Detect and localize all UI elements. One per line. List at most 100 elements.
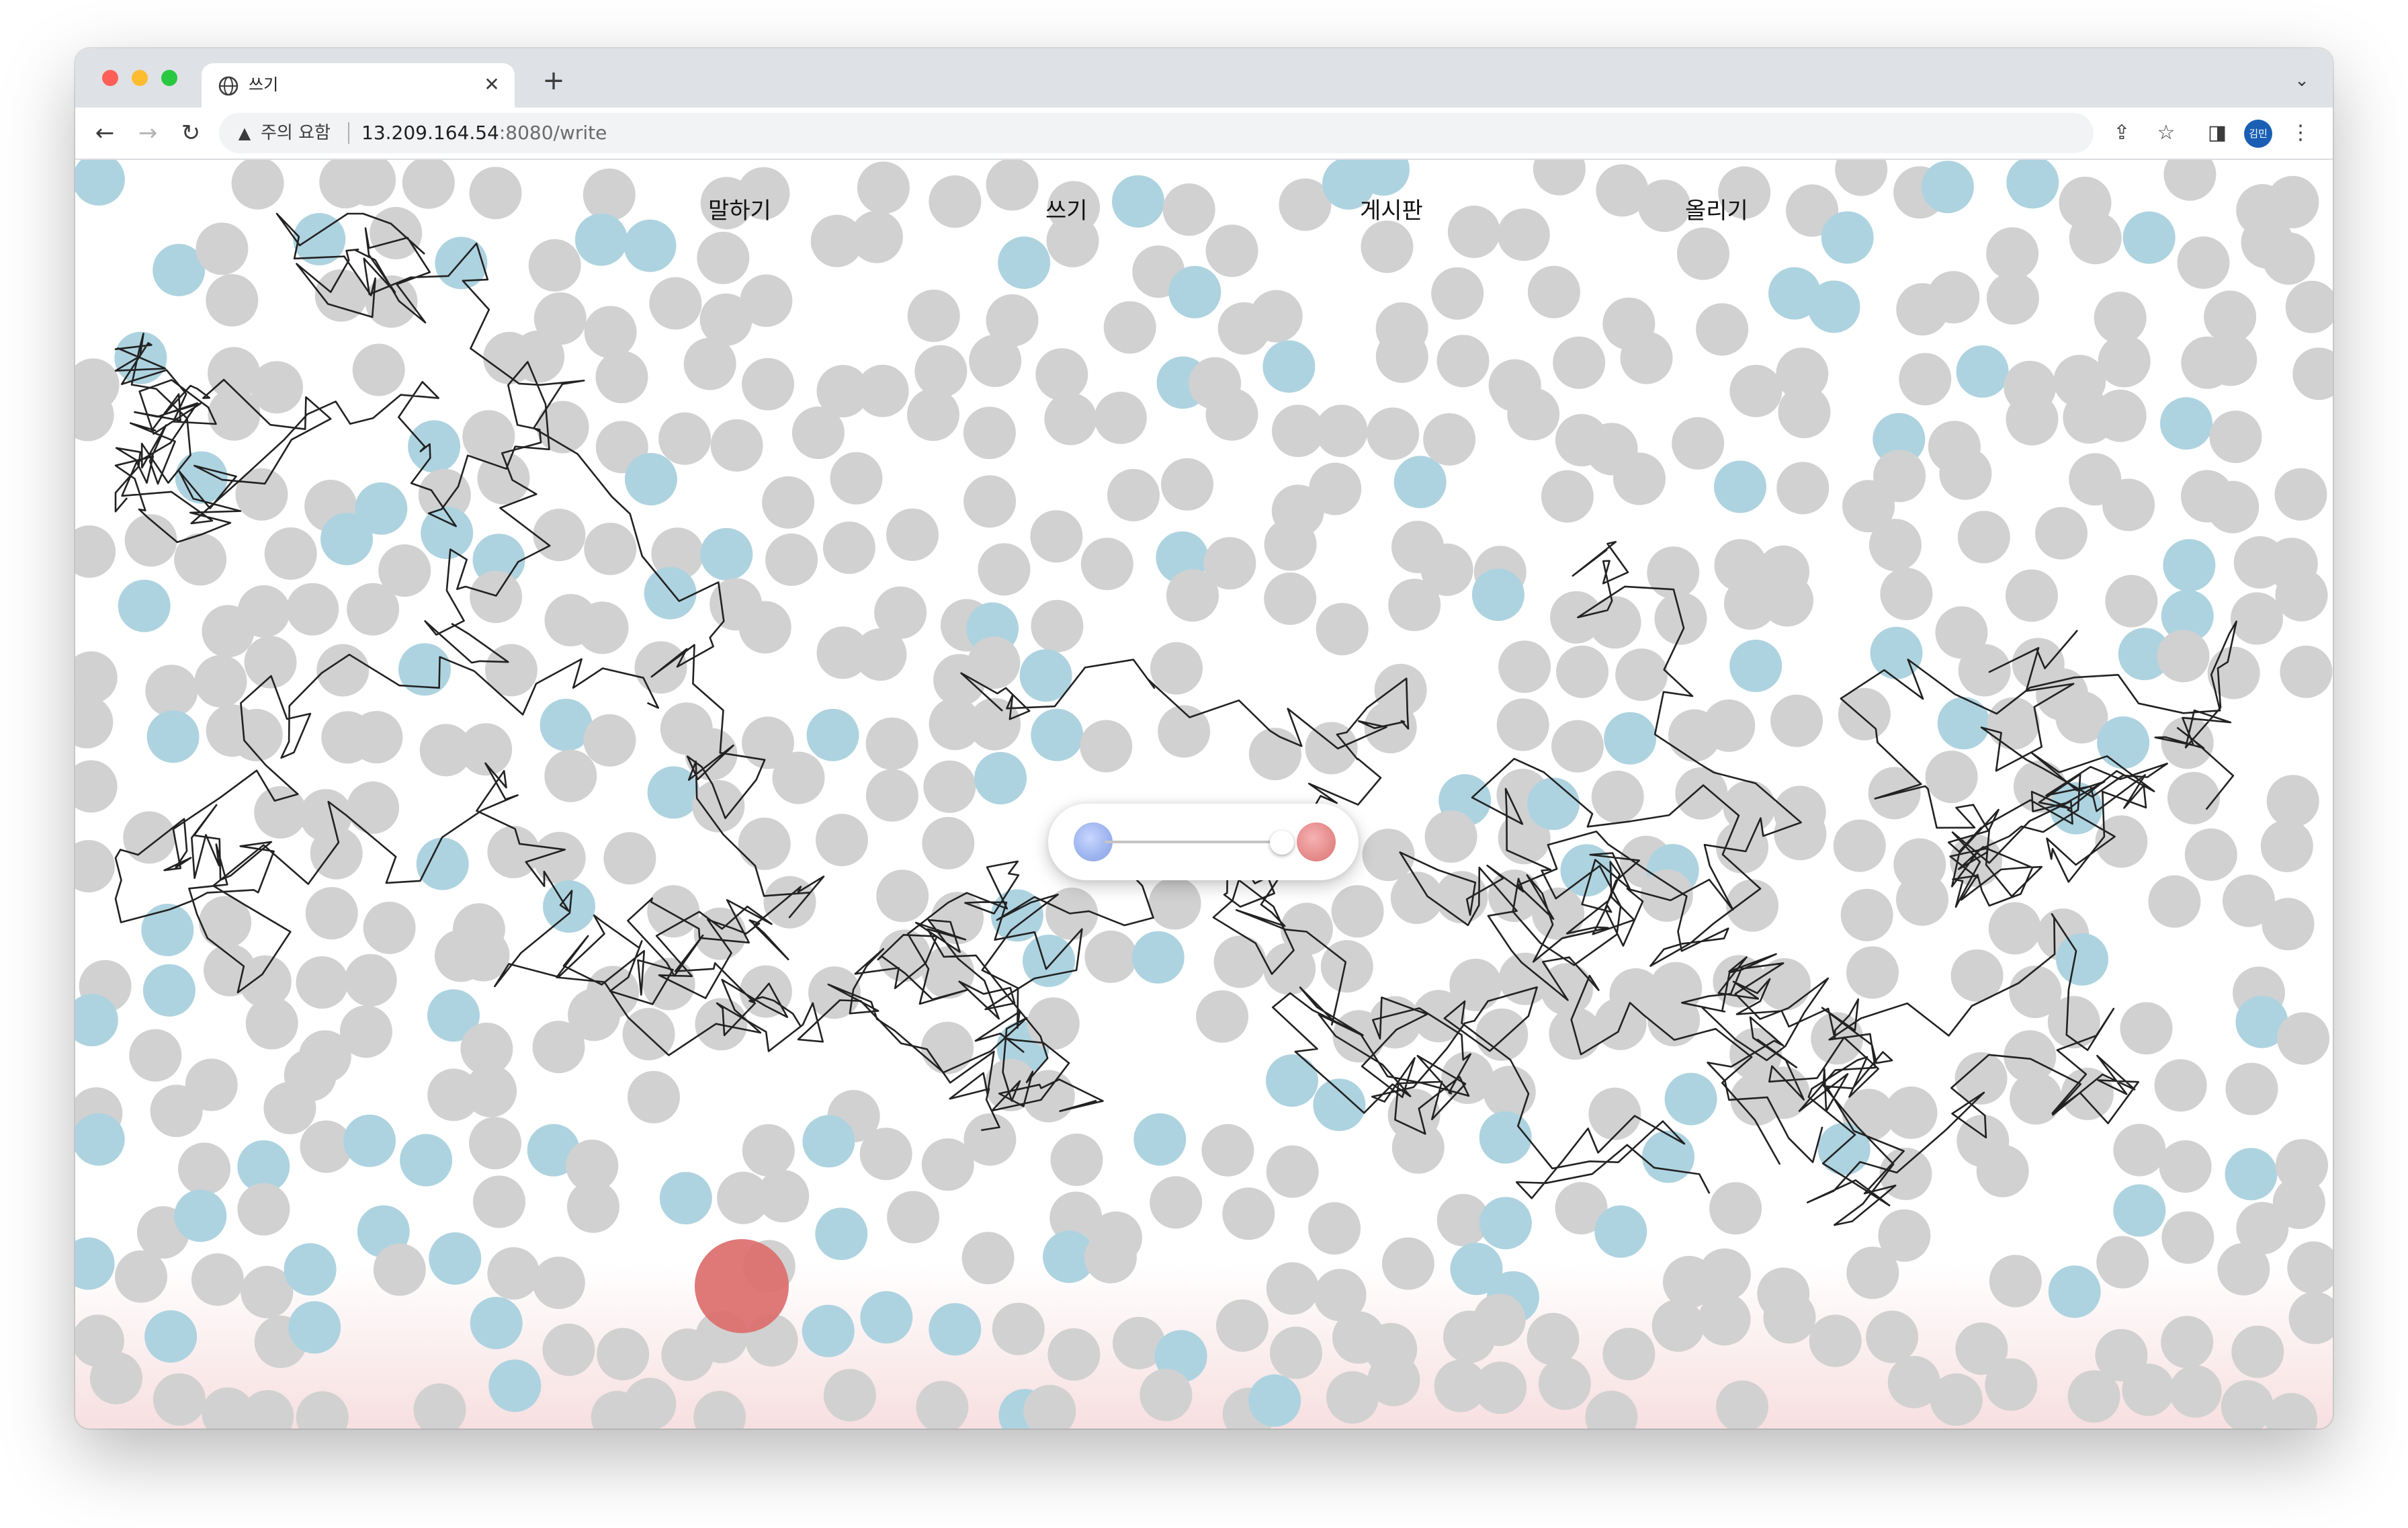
particle-dot [2160, 397, 2212, 450]
particle-dot [929, 697, 982, 751]
nav-write[interactable]: 쓰기 [1045, 198, 1088, 224]
particle-dot [1483, 1066, 1536, 1119]
chevron-down-icon[interactable]: ⌄ [2294, 71, 2309, 91]
minimize-window-button[interactable] [132, 70, 148, 86]
particle-dot [1642, 1130, 1694, 1183]
back-arrow-icon[interactable]: ← [95, 120, 115, 146]
particle-trail [960, 659, 1711, 1199]
particle-dot [416, 837, 469, 890]
particle-dot [1602, 1328, 1656, 1381]
particle-dot [2118, 628, 2171, 681]
particle-dot [2235, 995, 2288, 1048]
share-icon[interactable]: ⇪ [2113, 121, 2131, 144]
warning-icon[interactable]: ▲ [238, 124, 251, 142]
particle-dot [742, 1124, 795, 1177]
particle-dot [634, 641, 687, 694]
particle-dot [986, 160, 1039, 211]
particle-dot [566, 1140, 619, 1192]
reload-icon[interactable]: ↻ [181, 120, 201, 146]
particle-dot [1388, 579, 1441, 632]
slider-thumb[interactable] [1270, 831, 1295, 855]
particle-dot [856, 364, 909, 417]
particle-dot [1937, 697, 1990, 750]
particle-dot [772, 751, 825, 804]
plus-icon[interactable]: + [542, 65, 565, 96]
nav-speak[interactable]: 말하기 [708, 198, 771, 224]
particle-dot [2067, 1370, 2120, 1423]
particle-dot [1709, 1182, 1762, 1235]
particle-dot [2035, 507, 2088, 560]
particle-dot [1080, 720, 1133, 773]
particle-dot [2280, 645, 2333, 698]
particle-dot [1270, 1326, 1322, 1380]
slider-track[interactable] [1105, 841, 1291, 843]
particle-dot [2098, 335, 2151, 388]
particle-dot [208, 347, 260, 400]
particle-dot [1266, 1054, 1318, 1107]
tab-write[interactable]: 쓰기 ✕ [202, 63, 515, 108]
particle-dot [1716, 1380, 1768, 1429]
particle-dot [231, 160, 284, 210]
particle-dot [1479, 1111, 1532, 1164]
particle-dot [1807, 280, 1860, 333]
nav-upload[interactable]: 올리기 [1685, 198, 1748, 224]
particle-dot [1019, 649, 1072, 702]
particle-dot [1434, 1359, 1487, 1412]
particle-dot [241, 1265, 294, 1318]
particle-dot [1675, 767, 1728, 820]
security-label[interactable]: 주의 요함 [261, 123, 331, 143]
particle-dot [1248, 1374, 1301, 1427]
particle-dot [1266, 1262, 1319, 1315]
particle-trail [114, 653, 802, 1056]
particle-dot [860, 1291, 913, 1344]
particle-dot [418, 468, 471, 521]
particle-dot [1263, 942, 1316, 995]
particle-dot [2048, 1265, 2101, 1318]
particle-dot [75, 1113, 125, 1166]
url-text[interactable]: 13.209.164.54:8080/write [361, 122, 607, 144]
particle-dot [1498, 812, 1551, 865]
particle-dot [1640, 869, 1693, 922]
particle-dot [363, 901, 416, 954]
particle-dot [1647, 546, 1700, 599]
particle-dot [469, 1117, 521, 1170]
particle-dot [1957, 511, 2010, 564]
star-icon[interactable]: ☆ [2157, 121, 2176, 144]
address-bar[interactable]: ▲ 주의 요함 13.209.164.54:8080/write [219, 113, 2094, 153]
particle-dot [75, 760, 118, 813]
forward-arrow-icon[interactable]: → [138, 120, 158, 146]
sidebar-icon[interactable]: ◨ [2207, 121, 2227, 144]
particle-dot [2159, 1140, 2212, 1193]
particle-dot [857, 161, 910, 214]
particle-dot [622, 1008, 675, 1060]
mode-slider[interactable] [1048, 804, 1359, 880]
particle-dot [2276, 1139, 2328, 1192]
particle-dot [75, 160, 125, 206]
particle-dot [815, 1207, 868, 1261]
particle-dot [2207, 646, 2260, 699]
more-vert-icon[interactable]: ⋮ [2290, 121, 2311, 144]
avatar[interactable]: 김민 [2244, 120, 2272, 148]
particle-dot [700, 527, 753, 581]
particle-dot [144, 1310, 198, 1363]
close-icon[interactable]: ✕ [484, 73, 500, 95]
maximize-window-button[interactable] [161, 70, 177, 86]
particle-dot [2277, 1012, 2330, 1065]
particle-dot [408, 420, 461, 473]
particle-dot [2005, 569, 2058, 622]
close-window-button[interactable] [102, 70, 118, 86]
particle-dot [738, 601, 791, 654]
particle-dot [199, 896, 252, 949]
particle-dot [2266, 175, 2319, 228]
nav-board[interactable]: 게시판 [1360, 198, 1423, 224]
particle-dot [2154, 1059, 2207, 1112]
particle-dot [1846, 1246, 1899, 1300]
particle-dot [1031, 708, 1084, 761]
particle-dot [1103, 301, 1156, 354]
particle-dot [1201, 1123, 1254, 1177]
particle-dot [2120, 1002, 2173, 1055]
particle-dot [1158, 705, 1211, 758]
particle-dot [1615, 648, 1668, 702]
particle-dot [595, 351, 648, 404]
particle-dot [1988, 902, 2041, 955]
